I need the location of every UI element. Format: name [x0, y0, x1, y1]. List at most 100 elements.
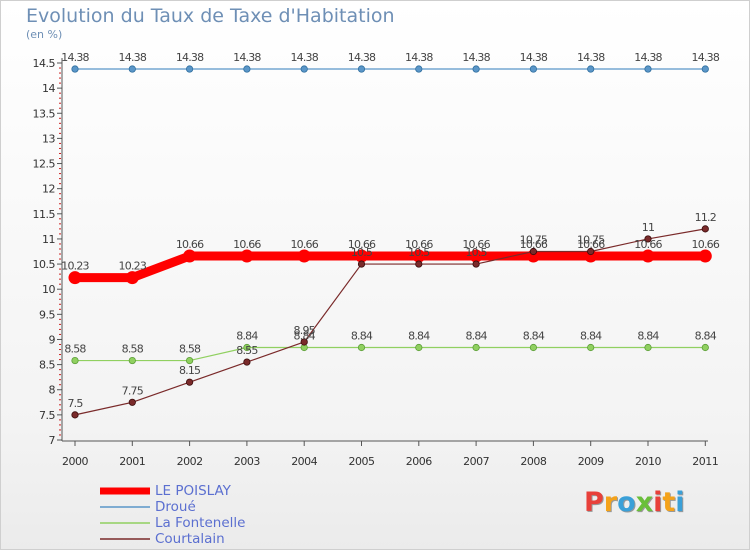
data-label: 10.5 — [408, 246, 430, 259]
y-minor-tick — [59, 404, 61, 406]
data-point — [701, 65, 709, 73]
y-tick-label: 8 — [49, 384, 56, 397]
data-label: 11.2 — [695, 211, 716, 224]
data-label: 8.55 — [236, 344, 258, 357]
y-minor-tick — [59, 72, 61, 74]
x-tick-label: 2001 — [119, 455, 145, 468]
data-point — [243, 65, 251, 73]
y-tick-label: 12.5 — [33, 158, 56, 171]
x-tick-label: 2009 — [578, 455, 604, 468]
y-tick-label: 12 — [42, 183, 55, 196]
data-point — [529, 343, 538, 352]
y-minor-tick — [59, 394, 61, 396]
y-minor-tick — [59, 379, 61, 381]
data-point — [71, 411, 79, 419]
data-point — [698, 249, 712, 263]
y-minor-tick — [59, 399, 61, 401]
data-point — [240, 249, 254, 263]
logo-letter: P — [584, 487, 604, 518]
data-point — [701, 343, 709, 352]
y-minor-tick — [59, 273, 61, 275]
y-minor-tick — [59, 158, 61, 160]
data-point — [355, 249, 368, 263]
data-point — [243, 343, 251, 352]
data-label: 8.84 — [236, 330, 258, 343]
data-label: 10.66 — [348, 238, 376, 251]
series-line-courtalain — [74, 228, 706, 416]
legend-label: Droué — [155, 499, 196, 515]
data-label: 8.84 — [465, 330, 487, 343]
data-point — [128, 65, 136, 73]
data-label: 14.38 — [348, 51, 376, 64]
legend-item-courtalain: Courtalain — [100, 531, 245, 547]
y-minor-tick — [59, 233, 61, 235]
y-tick-label: 13.5 — [33, 107, 56, 120]
y-minor-tick — [59, 268, 61, 270]
data-label: 10.66 — [405, 238, 433, 251]
y-minor-tick — [59, 198, 61, 200]
series-line-le-poislay — [70, 251, 710, 283]
data-point — [529, 65, 538, 73]
y-minor-tick — [59, 429, 61, 431]
data-point — [415, 343, 423, 352]
data-label: 14.38 — [520, 51, 548, 64]
data-point — [186, 356, 194, 365]
legend: LE POISLAY Droué La Fontenelle Courtalai… — [100, 483, 245, 547]
data-label: 10.23 — [119, 260, 147, 273]
data-label: 10.66 — [520, 238, 548, 251]
data-point — [587, 65, 595, 73]
logo-letter: r — [603, 487, 618, 518]
y-minor-tick — [59, 173, 61, 175]
data-point — [300, 338, 308, 346]
data-label: 8.84 — [580, 330, 602, 343]
data-label: 10.66 — [233, 238, 261, 251]
logo-letter: x — [635, 487, 654, 518]
data-point — [587, 343, 595, 352]
x-tick-label: 2011 — [692, 455, 718, 468]
y-axis-unit: (en %) — [26, 28, 63, 41]
x-tick-label: 2006 — [406, 455, 432, 468]
data-label: 8.84 — [695, 330, 717, 343]
data-label: 7.75 — [122, 384, 144, 397]
x-tick-label: 2008 — [520, 455, 546, 468]
logo-letter: t — [662, 487, 676, 518]
data-point — [644, 343, 652, 352]
data-point — [644, 65, 652, 73]
data-label: 8.84 — [637, 330, 659, 343]
data-point — [472, 65, 480, 73]
series-line-la-fontenelle — [74, 346, 706, 362]
y-minor-tick — [59, 183, 61, 185]
y-minor-tick — [59, 97, 61, 99]
y-minor-tick — [59, 228, 61, 230]
y-tick-label: 14.5 — [33, 57, 56, 70]
data-label: 10.66 — [692, 238, 720, 251]
y-minor-tick — [59, 424, 61, 426]
data-point — [472, 343, 480, 352]
x-tick-label: 2004 — [291, 455, 317, 468]
data-label: 7.5 — [67, 397, 83, 410]
data-point — [128, 398, 136, 406]
y-minor-tick — [59, 419, 61, 421]
x-tick-label: 2010 — [635, 455, 661, 468]
y-minor-tick — [59, 384, 61, 386]
y-minor-tick — [59, 152, 61, 154]
y-minor-tick — [59, 308, 61, 310]
legend-item-le-poislay: LE POISLAY — [100, 483, 245, 499]
y-minor-tick — [59, 278, 61, 280]
data-point — [68, 271, 82, 285]
data-point — [297, 249, 311, 263]
data-point — [701, 225, 709, 233]
data-label: 10.66 — [634, 238, 662, 251]
y-minor-tick — [59, 77, 61, 79]
data-label: 14.38 — [692, 51, 720, 64]
y-tick-label: 11 — [42, 233, 55, 246]
y-minor-tick — [59, 102, 61, 104]
data-point — [415, 260, 423, 268]
data-point — [412, 249, 426, 263]
y-minor-tick — [59, 293, 61, 295]
y-minor-tick — [59, 298, 61, 300]
y-minor-tick — [59, 218, 61, 220]
y-minor-tick — [59, 333, 61, 335]
y-minor-tick — [59, 369, 61, 371]
